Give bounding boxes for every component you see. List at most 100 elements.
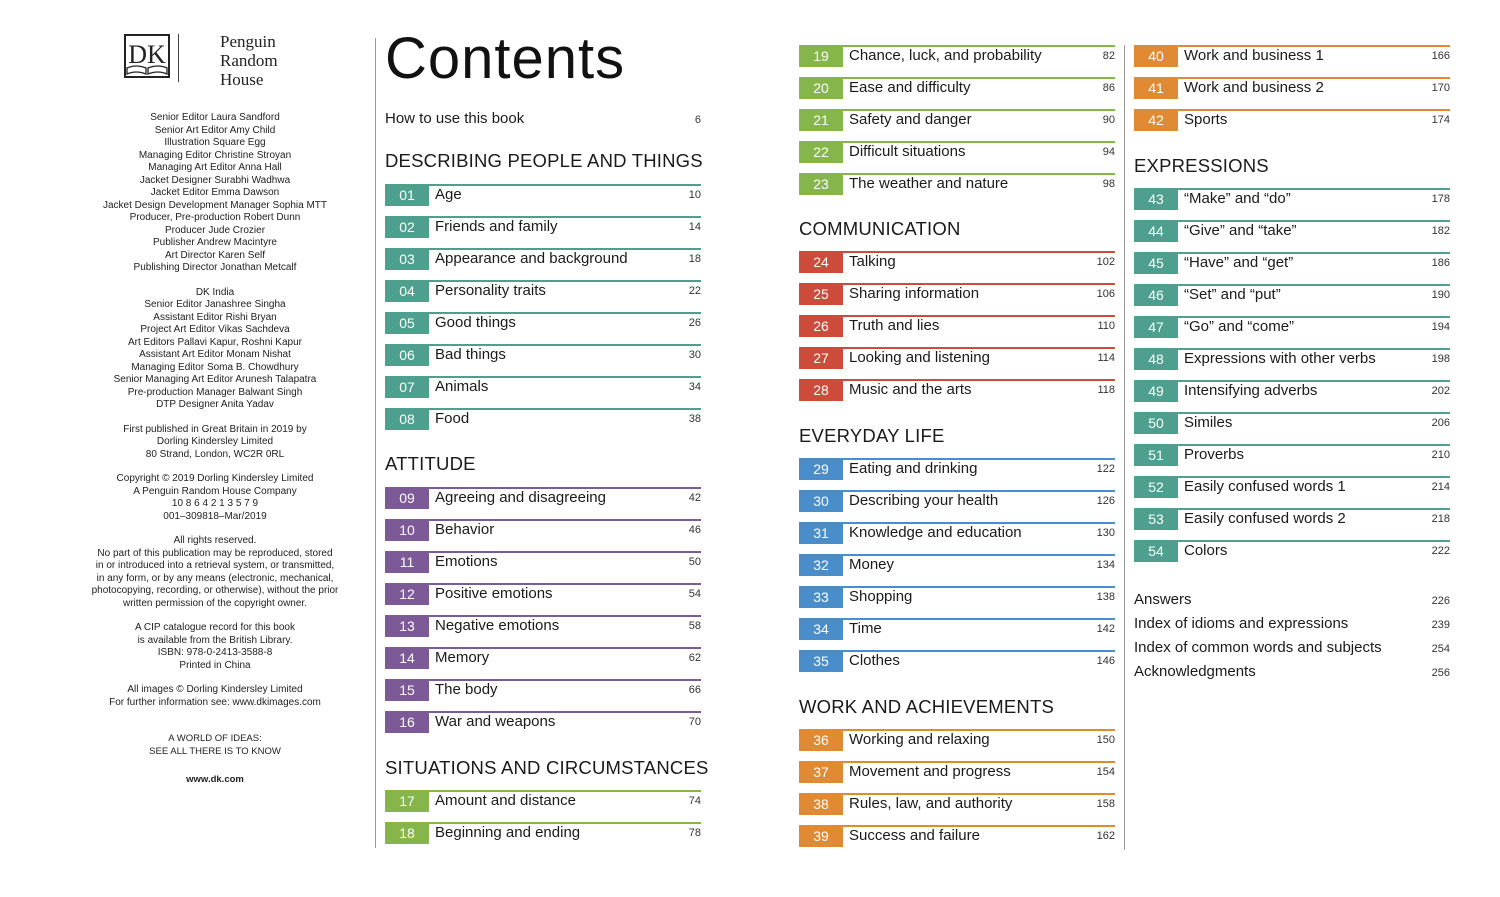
- page-number: 114: [1097, 352, 1115, 364]
- toc-entry[interactable]: 05 Good things 26: [385, 312, 701, 334]
- page-number: 50: [688, 556, 701, 568]
- toc-entry[interactable]: 04 Personality traits 22: [385, 280, 701, 302]
- chapter-title: Describing your health: [849, 492, 999, 509]
- toc-entry[interactable]: 35 Clothes 146: [799, 650, 1115, 672]
- credit-line: DTP Designer Anita Yadav: [70, 399, 360, 412]
- entry-rule: [799, 45, 1115, 47]
- chapter-title: Easily confused words 2: [1184, 510, 1346, 527]
- toc-entry[interactable]: 47 “Go” and “come” 194: [1134, 316, 1450, 338]
- text-line: written permission of the copyright owne…: [123, 597, 307, 609]
- toc-entry[interactable]: 10 Behavior 46: [385, 519, 701, 541]
- credit-name: Pallavi Kapur, Roshni Kapur: [177, 336, 302, 348]
- toc-entry[interactable]: 28 Music and the arts 118: [799, 379, 1115, 401]
- toc-entry[interactable]: 42 Sports 174: [1134, 109, 1450, 131]
- toc-entry[interactable]: 51 Proverbs 210: [1134, 444, 1450, 466]
- text-line: photocopying, recording, or otherwise), …: [91, 585, 339, 596]
- toc-entry[interactable]: 09 Agreeing and disagreeing 42: [385, 487, 701, 509]
- toc-entry[interactable]: 52 Easily confused words 1 214: [1134, 476, 1450, 498]
- toc-entry[interactable]: 15 The body 66: [385, 679, 701, 701]
- credit-line: Senior Editor Laura Sandford: [70, 112, 360, 125]
- toc-entry[interactable]: 31 Knowledge and education 130: [799, 522, 1115, 544]
- publisher-logo: DK Penguin Random House: [70, 30, 360, 89]
- toc-entry[interactable]: 16 War and weapons 70: [385, 711, 701, 733]
- chapter-number-badge: 51: [1134, 444, 1178, 466]
- toc-entry[interactable]: 40 Work and business 1 166: [1134, 45, 1450, 67]
- toc-entry[interactable]: 18 Beginning and ending 78: [385, 822, 701, 844]
- toc-entry[interactable]: 36 Working and relaxing 150: [799, 729, 1115, 751]
- toc-entry[interactable]: 39 Success and failure 162: [799, 825, 1115, 847]
- entry-rule: [1134, 540, 1450, 542]
- page-number: 70: [688, 716, 701, 728]
- toc-entry[interactable]: 48 Expressions with other verbs 198: [1134, 348, 1450, 370]
- chapter-title: Negative emotions: [435, 617, 560, 634]
- toc-entry[interactable]: 22 Difficult situations 94: [799, 141, 1115, 163]
- toc-entry[interactable]: 13 Negative emotions 58: [385, 615, 701, 637]
- page-number: 34: [688, 381, 701, 393]
- toc-entry[interactable]: 17 Amount and distance 74: [385, 790, 701, 812]
- page-number: 202: [1431, 385, 1450, 397]
- toc-entry[interactable]: 20 Ease and difficulty 86: [799, 77, 1115, 99]
- entry-rule: [385, 583, 701, 585]
- back-matter-entry[interactable]: Answers 226: [1134, 591, 1450, 608]
- toc-entry[interactable]: 33 Shopping 138: [799, 586, 1115, 608]
- chapter-title: Music and the arts: [849, 381, 972, 398]
- credit-line: Senior Managing Art Editor Arunesh Talap…: [70, 374, 360, 387]
- text-line: All images © Dorling Kindersley Limited: [127, 684, 303, 695]
- back-matter-entry[interactable]: Acknowledgments 256: [1134, 663, 1450, 680]
- toc-entry[interactable]: 50 Similes 206: [1134, 412, 1450, 434]
- back-matter-entry[interactable]: Index of idioms and expressions 239: [1134, 615, 1450, 632]
- credit-name: Andrew Macintyre: [196, 237, 277, 248]
- toc-entry[interactable]: 01 Age 10: [385, 184, 701, 206]
- chapter-number-badge: 04: [385, 280, 429, 302]
- toc-entry[interactable]: 12 Positive emotions 54: [385, 583, 701, 605]
- toc-entry[interactable]: 53 Easily confused words 2 218: [1134, 508, 1450, 530]
- toc-entry[interactable]: 29 Eating and drinking 122: [799, 458, 1115, 480]
- toc-entry[interactable]: 26 Truth and lies 110: [799, 315, 1115, 337]
- toc-entry[interactable]: 11 Emotions 50: [385, 551, 701, 573]
- toc-entry[interactable]: 24 Talking 102: [799, 251, 1115, 273]
- toc-entry[interactable]: 32 Money 134: [799, 554, 1115, 576]
- toc-entry[interactable]: 30 Describing your health 126: [799, 490, 1115, 512]
- chapter-title: “Give” and “take”: [1184, 222, 1297, 239]
- credit-line: Jacket Editor Emma Dawson: [70, 187, 360, 200]
- toc-entry[interactable]: 19 Chance, luck, and probability 82: [799, 45, 1115, 67]
- toc-entry[interactable]: 14 Memory 62: [385, 647, 701, 669]
- toc-entry[interactable]: 45 “Have” and “get” 186: [1134, 252, 1450, 274]
- toc-entry[interactable]: 27 Looking and listening 114: [799, 347, 1115, 369]
- credit-name: Jonathan Metcalf: [220, 262, 297, 273]
- page-number: 74: [688, 795, 701, 807]
- chapter-number-badge: 50: [1134, 412, 1178, 434]
- entry-rule: [799, 458, 1115, 460]
- chapter-title: Bad things: [435, 346, 506, 363]
- entry-rule: [385, 312, 701, 314]
- entry-rule: [385, 344, 701, 346]
- toc-entry[interactable]: 46 “Set” and “put” 190: [1134, 284, 1450, 306]
- page-number: 186: [1431, 257, 1450, 269]
- toc-entry[interactable]: 37 Movement and progress 154: [799, 761, 1115, 783]
- chapter-title: Movement and progress: [849, 763, 1011, 780]
- toc-entry[interactable]: 41 Work and business 2 170: [1134, 77, 1450, 99]
- toc-entry[interactable]: 06 Bad things 30: [385, 344, 701, 366]
- back-matter-entry[interactable]: Index of common words and subjects 254: [1134, 639, 1450, 656]
- chapter-number-badge: 43: [1134, 188, 1178, 210]
- toc-entry[interactable]: 38 Rules, law, and authority 158: [799, 793, 1115, 815]
- chapter-number-badge: 13: [385, 615, 429, 637]
- chapter-title: Work and business 1: [1184, 47, 1324, 64]
- toc-entry[interactable]: 03 Appearance and background 18: [385, 248, 701, 270]
- credit-role: Assistant Art Editor: [139, 349, 227, 360]
- chapter-number-badge: 11: [385, 551, 429, 573]
- toc-entry[interactable]: 34 Time 142: [799, 618, 1115, 640]
- toc-entry[interactable]: 07 Animals 34: [385, 376, 701, 398]
- toc-entry[interactable]: 43 “Make” and “do” 178: [1134, 188, 1450, 210]
- text-line: A CIP catalogue record for this book: [135, 622, 295, 633]
- chapter-number-badge: 29: [799, 458, 843, 480]
- toc-entry[interactable]: 02 Friends and family 14: [385, 216, 701, 238]
- toc-entry[interactable]: 08 Food 38: [385, 408, 701, 430]
- chapter-number-badge: 22: [799, 141, 843, 163]
- toc-entry[interactable]: 44 “Give” and “take” 182: [1134, 220, 1450, 242]
- toc-entry[interactable]: 23 The weather and nature 98: [799, 173, 1115, 195]
- toc-entry[interactable]: 49 Intensifying adverbs 202: [1134, 380, 1450, 402]
- toc-entry[interactable]: 54 Colors 222: [1134, 540, 1450, 562]
- toc-entry[interactable]: 25 Sharing information 106: [799, 283, 1115, 305]
- toc-entry[interactable]: 21 Safety and danger 90: [799, 109, 1115, 131]
